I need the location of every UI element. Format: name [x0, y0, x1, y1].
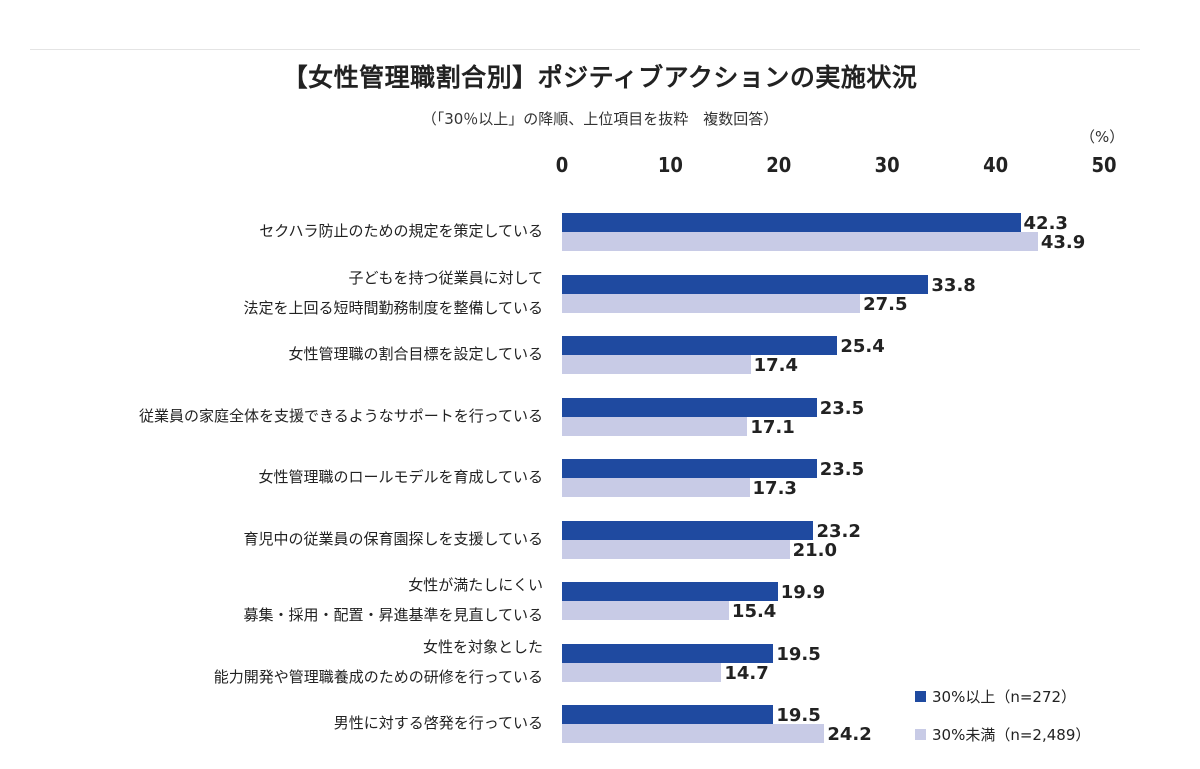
legend-swatch	[915, 729, 926, 740]
data-label: 19.5	[776, 705, 821, 726]
category-label-line: 法定を上回る短時間勤務制度を整備している	[243, 298, 543, 317]
data-label: 17.4	[753, 355, 799, 376]
category-label: 女性が満たしにくい募集・採用・配置・昇進基準を見直している	[243, 570, 543, 630]
unit-label: （%）	[1080, 128, 1125, 146]
bar	[562, 724, 825, 743]
data-label: 33.8	[931, 274, 976, 296]
legend-swatch	[915, 691, 926, 702]
category-label: 女性管理職の割合目標を設定している	[288, 339, 543, 369]
tick-label: 40	[983, 153, 1009, 177]
category-label: 女性管理職のロールモデルを育成している	[258, 462, 543, 492]
category-label: 育児中の従業員の保育園探しを支援している	[243, 524, 543, 554]
chart-title: 【女性管理職割合別】ポジティブアクションの実施状況	[282, 63, 918, 92]
category-label-line: 育児中の従業員の保育園探しを支援している	[243, 529, 543, 548]
top-divider	[30, 49, 1140, 50]
bar	[562, 643, 774, 663]
bar	[562, 336, 838, 355]
bar	[562, 539, 790, 559]
category-label: 子どもを持つ従業員に対して法定を上回る短時間勤務制度を整備している	[243, 263, 543, 323]
tick-label: 30	[874, 153, 900, 177]
data-label: 19.5	[776, 643, 821, 665]
tick-label: 50	[1091, 153, 1117, 177]
bar	[562, 232, 1038, 251]
category-label-line: 女性を対象とした	[422, 637, 543, 656]
category-label: 女性を対象とした能力開発や管理職養成のための研修を行っている	[214, 632, 543, 692]
category-label-line: 女性が満たしにくい	[408, 576, 543, 594]
bar	[562, 459, 817, 478]
category-label-line: 女性管理職のロールモデルを育成している	[258, 468, 543, 486]
category-label-line: 子どもを持つ従業員に対して	[348, 268, 543, 287]
legend-item: 30%未満（n=2,489）	[915, 724, 1090, 745]
bar	[562, 213, 1021, 232]
data-label: 25.4	[840, 336, 885, 357]
tick-label: 10	[657, 153, 683, 177]
data-label: 24.2	[827, 724, 872, 745]
data-label: 42.3	[1023, 213, 1068, 234]
tick-label: 0	[555, 153, 569, 177]
data-label: 27.5	[863, 293, 908, 315]
bar	[562, 582, 778, 601]
bar	[562, 662, 722, 682]
chart-subtitle: （「30％以上」の降順、上位項目を抜粋 複数回答）	[421, 110, 779, 128]
data-label: 21.0	[792, 539, 838, 561]
category-label-line: 男性に対する啓発を行っている	[333, 714, 543, 732]
data-label: 19.9	[780, 582, 826, 603]
bar	[562, 293, 861, 313]
bar	[562, 601, 729, 620]
data-label: 14.7	[724, 662, 769, 684]
data-label: 15.4	[731, 601, 777, 622]
category-label-line: 女性管理職の割合目標を設定している	[288, 345, 543, 363]
bar	[562, 274, 929, 294]
data-label: 23.5	[819, 459, 865, 480]
data-label: 23.5	[819, 397, 865, 419]
category-label-line: 従業員の家庭全体を支援できるようなサポートを行っている	[139, 406, 543, 425]
bar	[562, 520, 814, 540]
category-label: 男性に対する啓発を行っている	[334, 708, 543, 738]
bar	[562, 397, 817, 417]
category-label: セクハラ防止のための規定を策定している	[259, 216, 543, 246]
legend-label: 30%以上（n=272）	[932, 688, 1077, 706]
bar	[562, 355, 751, 374]
data-label: 17.1	[750, 416, 795, 438]
category-label-line: 募集・採用・配置・昇進基準を見直している	[243, 606, 543, 624]
bar	[562, 416, 748, 436]
tick-label: 20	[766, 153, 792, 177]
category-label-line: 能力開発や管理職養成のための研修を行っている	[213, 667, 543, 686]
legend-item: 30%以上（n=272）	[915, 686, 1076, 707]
category-label: 従業員の家庭全体を支援できるようなサポートを行っている	[139, 401, 543, 431]
data-label: 17.3	[752, 478, 797, 499]
bar	[562, 478, 750, 497]
category-label-line: セクハラ防止のための規定を策定している	[259, 222, 543, 240]
legend-label: 30%未満（n=2,489）	[932, 726, 1091, 744]
bar	[562, 705, 774, 724]
data-label: 23.2	[816, 520, 861, 542]
data-label: 43.9	[1040, 232, 1086, 253]
